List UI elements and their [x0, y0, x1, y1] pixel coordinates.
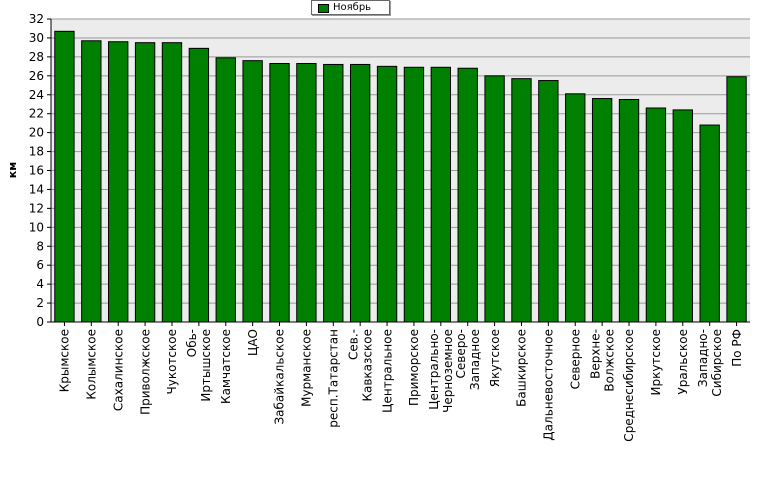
bar [484, 75, 505, 323]
bar [242, 60, 263, 323]
bar [215, 57, 236, 323]
x-tick-label: Мурманское [300, 329, 314, 407]
x-tick-label: Уральское [676, 329, 690, 395]
legend-swatch [318, 4, 329, 13]
x-tick-label: Сибирское [710, 329, 724, 397]
bar [726, 76, 747, 323]
bar [376, 65, 398, 323]
x-tick-label: Черноземное [441, 329, 455, 413]
x-tick-label: Иркутское [649, 329, 663, 396]
x-tick-label: Камчатское [219, 329, 233, 404]
y-tick-label: 24 [29, 88, 44, 102]
y-tick-label: 14 [29, 182, 44, 196]
bar [296, 63, 317, 323]
bar [699, 124, 720, 323]
x-tick-label: Северо- [454, 329, 468, 379]
x-tick-label: Башкирское [515, 329, 529, 407]
y-axis-label: км [6, 162, 19, 178]
x-tick-label: Крымское [58, 329, 72, 392]
bar [645, 107, 667, 323]
x-tick-label: Сахалинское [111, 329, 125, 411]
x-tick-label: Западное [468, 329, 482, 390]
x-tick-label: респ.Татарстан [326, 329, 340, 428]
x-tick-label: Иртышское [199, 329, 213, 402]
x-tick-label: Приволжское [138, 329, 152, 415]
y-tick-label: 4 [36, 277, 44, 291]
y-tick-label: 12 [29, 201, 44, 215]
bar [538, 80, 559, 323]
legend-label: Ноябрь [333, 2, 372, 13]
y-tick-label: 30 [29, 31, 44, 45]
y-tick-label: 28 [29, 50, 44, 64]
bar [403, 66, 425, 323]
bar [269, 63, 290, 323]
y-tick-label: 10 [29, 220, 44, 234]
x-tick-label: По РФ [730, 329, 744, 367]
legend: Ноябрь [311, 0, 390, 15]
bar [108, 41, 129, 323]
y-tick-label: 16 [29, 164, 44, 178]
x-tick-label: Западно- [696, 329, 710, 387]
x-tick-label: Забайкальское [273, 329, 287, 425]
y-tick-label: 8 [36, 239, 44, 253]
y-tick-label: 32 [29, 12, 44, 26]
y-tick-label: 2 [36, 296, 44, 310]
bar [81, 40, 102, 323]
y-tick-label: 0 [36, 315, 44, 329]
bar [161, 42, 183, 323]
x-tick-label: Кавказское [360, 329, 374, 402]
x-tick-label: Верхне- [588, 329, 602, 379]
bar [323, 63, 344, 323]
bar [511, 78, 532, 323]
bars [54, 30, 747, 323]
y-tick-label: 6 [36, 258, 44, 272]
x-tick-label: ЦАО [246, 329, 260, 356]
x-tick-label: Дальневосточное [542, 329, 556, 441]
y-tick-label: 20 [29, 126, 44, 140]
bar [618, 98, 640, 323]
y-tick-label: 26 [29, 69, 44, 83]
bar [565, 93, 586, 323]
bar [349, 63, 371, 323]
y-tick-label: 22 [29, 107, 44, 121]
x-tick-label: Сев.- [346, 329, 360, 360]
x-tick-label: Чукотское [165, 329, 179, 394]
x-tick-label: Среднесибирское [622, 329, 636, 442]
x-tick-label: Центральное [380, 329, 394, 413]
bar [457, 67, 478, 323]
x-tick-label: Обь- [185, 329, 199, 357]
y-tick-label: 18 [29, 145, 44, 159]
bar [188, 47, 210, 323]
bar [672, 109, 693, 323]
bar [54, 30, 75, 323]
x-tick-label: Приморское [407, 329, 421, 406]
x-tick-label: Колымское [85, 329, 99, 400]
x-tick-label: Центрально- [427, 329, 441, 410]
x-tick-label: Якутское [488, 329, 502, 387]
bar [430, 66, 452, 323]
x-axis-labels: Крымское Колымское Сахалинское Приволжское Ч… [58, 322, 744, 442]
x-tick-label: Волжское [602, 329, 616, 392]
bar [134, 42, 156, 323]
bar [591, 98, 613, 323]
x-tick-label: Северное [568, 329, 582, 389]
